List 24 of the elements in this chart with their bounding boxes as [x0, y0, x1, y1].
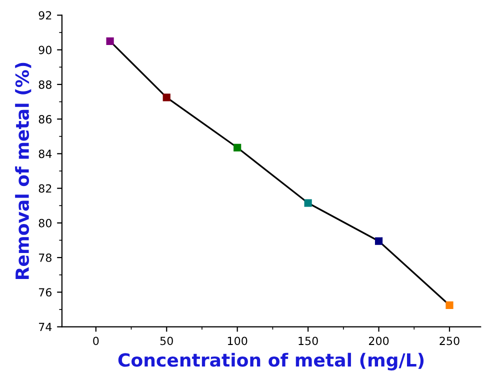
y-tick-label: 74 [39, 322, 52, 332]
y-tick-label: 86 [38, 115, 52, 124]
y-tick-label: 80 [38, 218, 52, 228]
y-axis-title: Removal of metal (%) [15, 62, 32, 279]
y-tick-label: 84 [38, 150, 52, 158]
point [106, 37, 114, 45]
y-tick-label: 82 [38, 184, 52, 193]
y-tick-label: 76 [39, 288, 52, 297]
x-tick-label: 150 [298, 336, 318, 346]
y-tick-label: 92 [38, 11, 52, 20]
y-tick-label: 90 [38, 46, 52, 54]
point [446, 301, 454, 309]
y-tick-label: 88 [38, 80, 52, 89]
x-tick-label: 250 [440, 336, 460, 346]
x-tick-label: 50 [160, 336, 173, 346]
x-axis-title: Concentration of metal (mg/L) [118, 352, 424, 370]
x-tick-label: 0 [93, 336, 99, 346]
x-tick-label: 200 [368, 336, 389, 346]
point [162, 94, 170, 102]
point [234, 144, 242, 152]
x-tick-label: 100 [228, 336, 248, 346]
point [304, 199, 312, 207]
y-tick-label: 78 [39, 254, 52, 262]
point [374, 237, 383, 245]
